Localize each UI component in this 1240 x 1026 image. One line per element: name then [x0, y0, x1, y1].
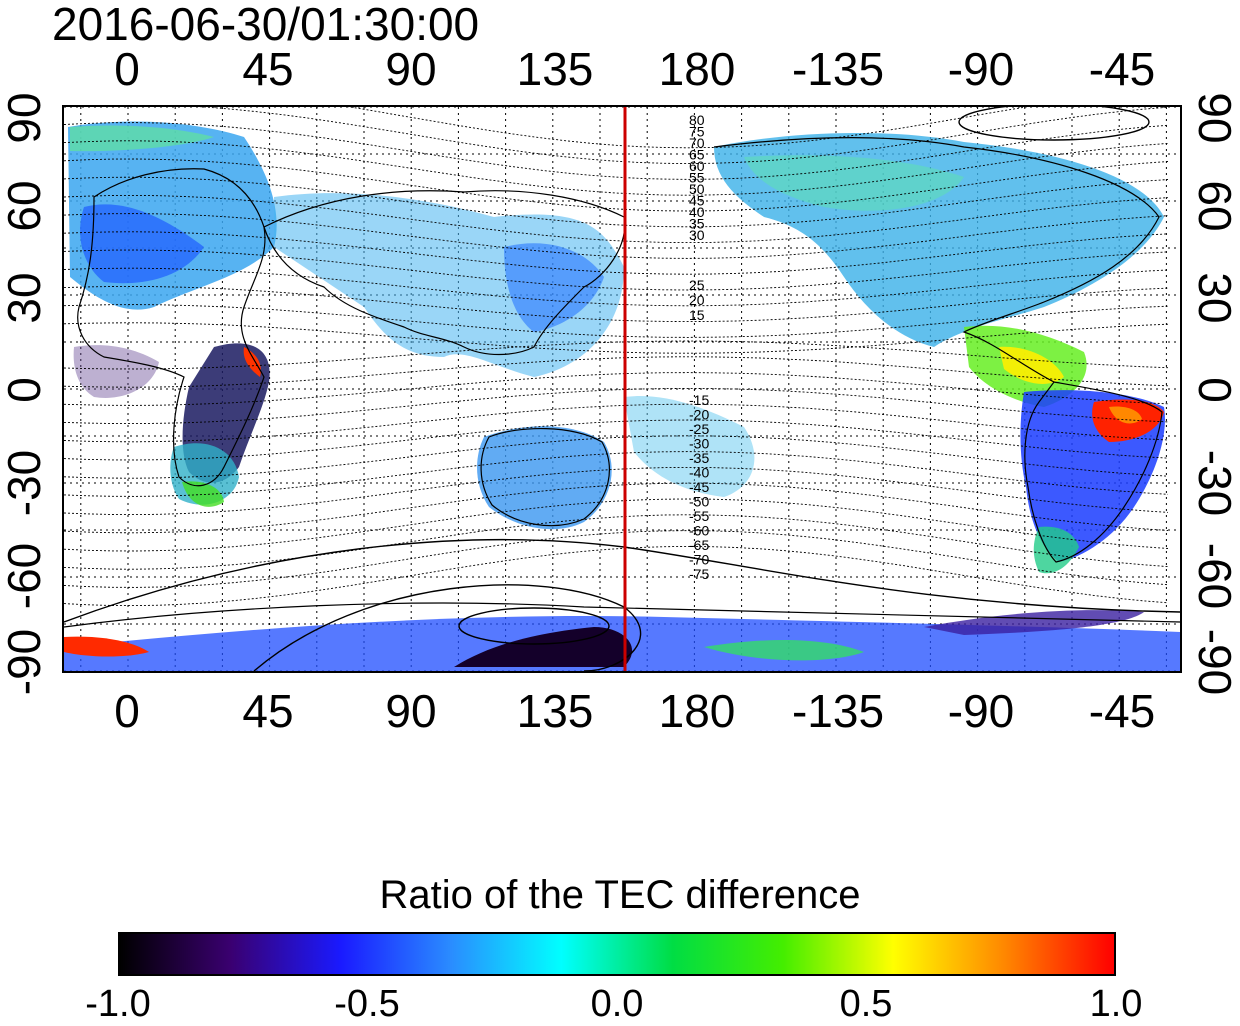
geomagnetic-contour [64, 122, 1169, 180]
contour-label: 40 [689, 204, 705, 220]
geomagnetic-contour [64, 231, 1169, 275]
x-tick-bottom: 90 [385, 685, 437, 737]
contour-label: 65 [689, 147, 705, 163]
geomagnetic-contour [64, 419, 1169, 461]
contour-label: 70 [689, 135, 705, 151]
x-tick-top: -135 [791, 43, 885, 95]
contour-label: 30 [689, 227, 705, 243]
y-tick-right: 60 [1189, 180, 1240, 232]
contour-label: -30 [689, 436, 709, 452]
contour-label: -35 [689, 450, 709, 466]
geomagnetic-contour [64, 466, 1169, 516]
x-tick-bottom: 180 [658, 685, 736, 737]
contour-label: 15 [689, 307, 705, 323]
y-tick-right: -30 [1189, 449, 1240, 517]
contour-label: 60 [689, 158, 705, 174]
y-tick-right: -60 [1189, 542, 1240, 610]
geomagnetic-contour [64, 158, 1169, 212]
x-tick-top: 90 [385, 43, 437, 95]
geomagnetic-contour [64, 387, 1169, 425]
y-tick-right: -90 [1189, 628, 1240, 696]
y-tick-right: 0 [1189, 377, 1240, 403]
geomagnetic-contour [64, 267, 1169, 307]
x-tick-bottom: -135 [791, 685, 885, 737]
x-tick-top: 180 [658, 43, 736, 95]
y-tick-left: 30 [0, 272, 50, 324]
contour-label: -15 [689, 392, 709, 408]
geomagnetic-contour [64, 140, 1169, 196]
coastlines [64, 136, 1180, 628]
geomagnetic-contour [64, 451, 1169, 497]
colorbar-label: 1.0 [1089, 983, 1143, 1025]
contour-label: -50 [689, 494, 709, 510]
x-tick-bottom: 45 [242, 685, 294, 737]
y-tick-right: 90 [1189, 92, 1240, 144]
contour-label: -25 [689, 421, 709, 437]
x-tick-top: -45 [1088, 43, 1156, 95]
colorbar-title: Ratio of the TEC difference [379, 873, 861, 917]
x-tick-top: 0 [114, 43, 140, 95]
y-tick-left: -30 [0, 449, 50, 517]
tec-ratio-pixels [64, 121, 1180, 671]
x-tick-bottom: 135 [516, 685, 594, 737]
geomagnetic-contours [64, 107, 1169, 607]
contour-label: -40 [689, 465, 709, 481]
colorbar-label: 0.0 [590, 983, 644, 1025]
geomagnetic-contour [196, 107, 1169, 165]
y-tick-left: -60 [0, 542, 50, 610]
geomagnetic-contour [64, 372, 1169, 406]
colorbar-label: 0.5 [839, 983, 893, 1025]
geomagnetic-contour [64, 356, 1169, 388]
geomagnetic-contour [64, 545, 1169, 607]
colorbar-label: -0.5 [334, 983, 400, 1025]
map-timestamp: 2016-06-30/01:30:00 [52, 0, 480, 50]
y-tick-left: 0 [0, 377, 50, 403]
geomagnetic-contour [64, 435, 1169, 479]
contour-label: -65 [689, 537, 709, 553]
colorbar-label: -1.0 [85, 983, 151, 1025]
contour-label: 20 [689, 292, 705, 308]
geomagnetic-contour [347, 107, 1029, 149]
geomagnetic-contour [64, 498, 1169, 552]
contour-label: 50 [689, 181, 705, 197]
x-tick-bottom: -90 [947, 685, 1015, 737]
x-tick-top: 135 [516, 43, 594, 95]
contour-label: -55 [689, 508, 709, 524]
geomagnetic-contour [64, 194, 1169, 244]
contour-label: -70 [689, 552, 709, 568]
geomagnetic-contour [64, 249, 1169, 291]
contour-label: 80 [689, 112, 705, 128]
geomagnetic-contour [64, 530, 1169, 588]
x-tick-bottom: 0 [114, 685, 140, 737]
contour-label: -45 [689, 479, 709, 495]
x-tick-top: 45 [242, 43, 294, 95]
geomagnetic-contour [64, 304, 1169, 338]
geomagnetic-contour [64, 482, 1169, 534]
geomagnetic-contour [64, 514, 1169, 570]
geomagnetic-contour [64, 213, 1169, 259]
contour-label: 45 [689, 193, 705, 209]
y-tick-left: 60 [0, 180, 50, 232]
contour-label: 75 [689, 124, 705, 140]
tec-map: 80 75 70 65 60 55 50 45 40 35 30 25 20 15 -15 -20 -25 -30… [62, 105, 1182, 673]
contour-label: -20 [689, 407, 709, 423]
geomagnetic-contour [64, 176, 1169, 228]
y-tick-left: 90 [0, 92, 50, 144]
geomagnetic-contour [64, 322, 1169, 354]
geomagnetic-contour [64, 403, 1169, 443]
geomagnetic-contour [64, 340, 1169, 370]
contour-label: -75 [689, 566, 709, 582]
colorbar [118, 932, 1116, 976]
contour-label: 35 [689, 216, 705, 232]
x-tick-top: -90 [947, 43, 1015, 95]
contour-label: 25 [689, 277, 705, 293]
x-tick-bottom: -45 [1088, 685, 1156, 737]
geomagnetic-contour [64, 285, 1169, 323]
y-tick-right: 30 [1189, 272, 1240, 324]
contour-label: 55 [689, 170, 705, 186]
contour-label: -60 [689, 523, 709, 539]
y-tick-left: -90 [0, 628, 50, 696]
